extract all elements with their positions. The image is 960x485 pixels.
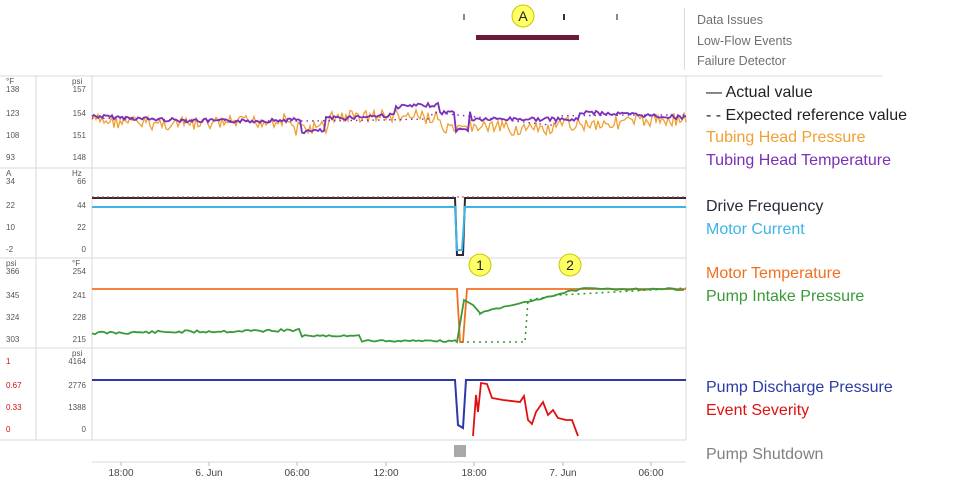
series-motor-current xyxy=(92,206,686,251)
right-unit-p2: Hz xyxy=(72,169,82,178)
right-tick-p2-3: 0 xyxy=(82,245,87,254)
left-tick-p3-0: 366 xyxy=(6,267,20,276)
link-failure-detector[interactable]: Failure Detector xyxy=(697,54,786,68)
right-tick-p2-0: 66 xyxy=(77,177,86,186)
series-tubing-head-temperature xyxy=(91,101,687,135)
right-unit-p3: °F xyxy=(72,259,80,268)
right-tick-p3-1: 241 xyxy=(73,291,87,300)
left-tick-p4-0: 1 xyxy=(6,357,11,366)
legend-pump-discharge-pressure[interactable]: Pump Discharge Pressure xyxy=(706,379,893,396)
legend-panel-5: Pump Shutdown xyxy=(706,444,823,467)
legend-panel-3: Motor Temperature Pump Intake Pressure xyxy=(706,263,864,308)
left-tick-p1-1: 123 xyxy=(6,109,20,118)
marker-1-circle xyxy=(468,253,492,277)
left-tick-p3-1: 345 xyxy=(6,291,20,300)
right-tick-p4-2: 1388 xyxy=(68,403,86,412)
link-data-issues[interactable]: Data Issues xyxy=(697,13,764,27)
series-pump-intake-pressure xyxy=(91,287,685,344)
right-tick-p4-3: 0 xyxy=(82,425,87,434)
series-pump-intake-expected xyxy=(461,287,687,343)
legend-event-severity[interactable]: Event Severity xyxy=(706,401,810,419)
right-tick-p2-1: 44 xyxy=(77,201,86,210)
left-tick-p1-0: 138 xyxy=(6,85,20,94)
legend-expected-value: - - Expected reference value xyxy=(706,106,907,124)
series-event-severity xyxy=(472,381,579,437)
event-tick-1 xyxy=(563,14,565,20)
left-unit-p1: °F xyxy=(6,77,14,86)
x-tick-label-2: 06:00 xyxy=(284,468,309,479)
left-tick-p4-2: 0.33 xyxy=(6,403,22,412)
event-tick-2 xyxy=(616,14,618,20)
event-tick-0 xyxy=(463,14,465,20)
link-low-flow-events[interactable]: Low-Flow Events xyxy=(697,33,793,48)
right-tick-p4-1: 2776 xyxy=(68,381,86,390)
right-tick-p1-3: 148 xyxy=(73,153,87,162)
legend-reference: — Actual value - - Expected reference va… xyxy=(706,82,907,172)
legend-panel-2: Drive Frequency Motor Current xyxy=(706,196,823,241)
legend-pump-shutdown[interactable]: Pump Shutdown xyxy=(706,446,824,463)
legend-drive-frequency[interactable]: Drive Frequency xyxy=(706,198,824,215)
series-tubing-temp-expected xyxy=(91,111,686,127)
legend-panel-4: Pump Discharge Pressure Event Severity xyxy=(706,377,893,422)
x-tick-label-3: 12:00 xyxy=(373,468,398,479)
top-links: Data Issues Low-Flow Events Failure Dete… xyxy=(697,10,792,72)
right-tick-p4-0: 4164 xyxy=(68,357,86,366)
pump-shutdown-marker xyxy=(454,445,466,457)
x-tick-label-5: 7. Jun xyxy=(549,468,576,479)
legend-actual-value: — Actual value xyxy=(706,84,813,101)
marker-2-circle xyxy=(558,253,582,277)
top-divider xyxy=(684,8,685,70)
left-tick-p1-3: 93 xyxy=(6,153,15,162)
legend-pump-intake-pressure[interactable]: Pump Intake Pressure xyxy=(706,287,865,305)
series-drive-frequency xyxy=(92,197,686,256)
series-pump-discharge-pressure xyxy=(92,379,686,430)
left-tick-p2-1: 22 xyxy=(6,201,15,210)
right-tick-p3-2: 228 xyxy=(73,313,87,322)
x-tick-label-1: 6. Jun xyxy=(195,468,222,479)
left-tick-p1-2: 108 xyxy=(6,131,20,140)
left-tick-p2-2: 10 xyxy=(6,223,15,232)
legend-motor-temperature[interactable]: Motor Temperature xyxy=(706,265,841,282)
marker-a-label: A xyxy=(518,8,528,24)
x-tick-label-0: 18:00 xyxy=(108,468,133,479)
right-unit-p1: psi xyxy=(72,77,82,86)
left-tick-p2-0: 34 xyxy=(6,177,15,186)
left-unit-p3: psi xyxy=(6,259,16,268)
legend-tubing-head-pressure[interactable]: Tubing Head Pressure xyxy=(706,129,866,146)
right-tick-p1-2: 151 xyxy=(73,131,87,140)
marker-a-circle xyxy=(511,4,535,28)
right-tick-p2-2: 22 xyxy=(77,223,86,232)
event-bar xyxy=(476,35,579,40)
x-tick-label-4: 18:00 xyxy=(461,468,486,479)
left-tick-p4-1: 0.67 xyxy=(6,381,22,390)
right-tick-p1-0: 157 xyxy=(73,85,87,94)
right-unit-p4: psi xyxy=(72,349,82,358)
series-motor-temperature xyxy=(92,288,686,343)
left-tick-p3-2: 324 xyxy=(6,313,20,322)
x-tick-label-6: 06:00 xyxy=(638,468,663,479)
left-tick-p4-3: 0 xyxy=(6,425,11,434)
left-tick-p3-3: 303 xyxy=(6,335,20,344)
right-tick-p1-1: 154 xyxy=(73,109,87,118)
right-tick-p3-3: 215 xyxy=(73,335,87,344)
legend-motor-current[interactable]: Motor Current xyxy=(706,220,805,238)
left-unit-p2: A xyxy=(6,169,12,178)
marker-1-label: 1 xyxy=(476,257,484,273)
marker-2-label: 2 xyxy=(566,257,574,273)
left-tick-p2-3: -2 xyxy=(6,245,14,254)
legend-tubing-head-temperature[interactable]: Tubing Head Temperature xyxy=(706,151,891,169)
right-tick-p3-0: 254 xyxy=(73,267,87,276)
